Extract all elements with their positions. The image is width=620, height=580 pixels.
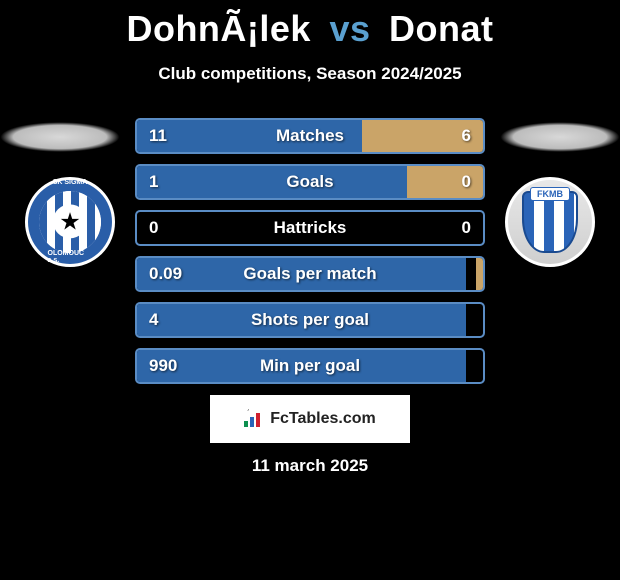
shadow-left [0, 122, 120, 152]
stat-row: 11 Matches 6 [135, 118, 485, 154]
stat-fill-right [476, 258, 483, 290]
stat-fill-left [137, 166, 407, 198]
stat-row: 0.09 Goals per match [135, 256, 485, 292]
stat-row: 990 Min per goal [135, 348, 485, 384]
stat-label: Goals per match [243, 264, 376, 284]
chart-icon [244, 411, 264, 427]
subtitle: Club competitions, Season 2024/2025 [0, 64, 620, 84]
shadow-right [500, 122, 620, 152]
team-right-badge: FKMB [505, 177, 595, 267]
date-label: 11 march 2025 [252, 456, 368, 476]
comparison-title: DohnÃ¡lek vs Donat [0, 0, 620, 50]
stat-label: Shots per goal [251, 310, 369, 330]
stat-value-left: 0 [149, 218, 158, 238]
stat-value-left: 4 [149, 310, 158, 330]
brand-text: FcTables.com [270, 410, 376, 428]
stat-row: 0 Hattricks 0 [135, 210, 485, 246]
stat-value-right: 6 [462, 126, 471, 146]
vs-separator: vs [329, 8, 370, 49]
stat-row: 4 Shots per goal [135, 302, 485, 338]
stat-value-left: 11 [149, 126, 167, 146]
stat-row: 1 Goals 0 [135, 164, 485, 200]
stat-label: Matches [276, 126, 344, 146]
sigma-logo-icon: SK SIGMA ★ OLOMOUC a.s. [25, 177, 115, 267]
team-left-badge: SK SIGMA ★ OLOMOUC a.s. [25, 177, 115, 267]
stat-label: Goals [286, 172, 333, 192]
stat-label: Hattricks [274, 218, 347, 238]
stats-container: 11 Matches 6 1 Goals 0 0 Hattricks 0 0.09 Goals pe… [135, 118, 485, 394]
stat-value-left: 0.09 [149, 264, 182, 284]
stat-label: Min per goal [260, 356, 360, 376]
fkmb-logo-icon: FKMB [505, 177, 595, 267]
brand-card[interactable]: FcTables.com [210, 395, 410, 443]
player2-name: Donat [389, 8, 494, 49]
player1-name: DohnÃ¡lek [126, 8, 311, 49]
stat-fill-right [407, 166, 483, 198]
stat-value-left: 990 [149, 356, 177, 376]
stat-value-right: 0 [462, 172, 471, 192]
fkmb-text: FKMB [530, 187, 570, 201]
stat-value-left: 1 [149, 172, 158, 192]
stat-value-right: 0 [462, 218, 471, 238]
